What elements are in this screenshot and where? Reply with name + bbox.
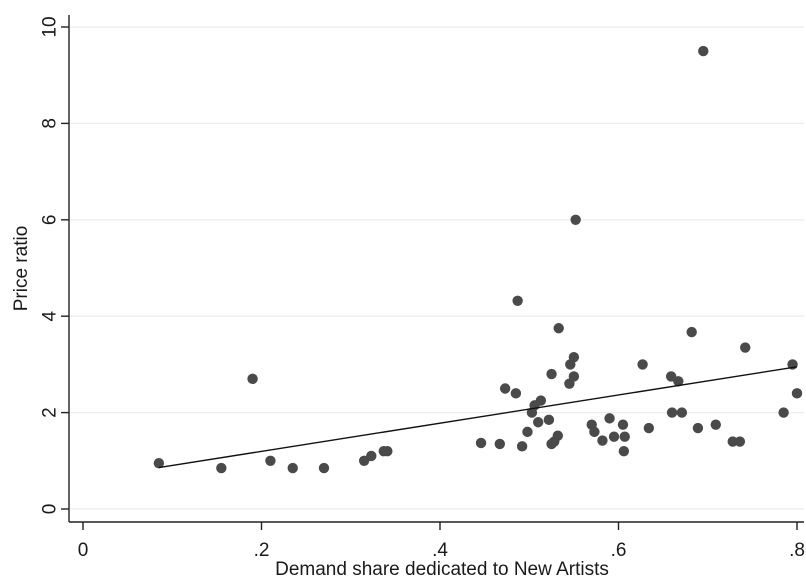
x-tick-label: .2 <box>254 540 270 561</box>
data-point <box>552 430 564 441</box>
data-point <box>778 407 789 418</box>
data-point <box>692 422 704 434</box>
data-point <box>475 437 487 449</box>
data-point <box>494 438 505 450</box>
data-point <box>568 371 580 382</box>
data-point <box>543 414 555 426</box>
data-point <box>546 368 557 380</box>
data-point <box>676 407 688 418</box>
data-point <box>597 435 608 446</box>
data-point <box>710 419 721 430</box>
x-tick-label: .6 <box>611 540 627 561</box>
data-point <box>499 383 511 394</box>
x-tick-label: .8 <box>789 540 805 561</box>
data-point <box>516 441 528 452</box>
gridlines <box>69 26 804 510</box>
data-point <box>673 376 684 387</box>
data-point <box>216 462 227 474</box>
data-point <box>791 388 803 399</box>
data-point <box>553 323 564 334</box>
x-tick-label: 0 <box>78 540 89 561</box>
data-point <box>686 326 697 338</box>
data-point <box>247 373 258 385</box>
y-tick-label: 10 <box>40 16 61 37</box>
y-tick-label: 6 <box>40 215 61 226</box>
data-point <box>570 214 581 225</box>
data-point <box>740 342 751 353</box>
data-point <box>698 45 709 57</box>
data-point <box>153 458 165 469</box>
data-point <box>734 436 746 447</box>
data-point <box>608 431 620 442</box>
data-points <box>153 45 803 474</box>
data-point <box>604 413 615 424</box>
axes: 0 2 4 6 8 10 0 .2 .4 .6 .8 <box>40 15 805 561</box>
data-point <box>589 426 600 438</box>
y-axis-label: Price ratio <box>11 226 32 312</box>
data-point <box>366 450 377 462</box>
data-point <box>287 462 298 474</box>
y-tick-label: 4 <box>40 310 61 321</box>
data-point <box>318 462 330 474</box>
y-tick-label: 0 <box>40 504 61 515</box>
fit-line-layer <box>158 366 798 469</box>
data-point <box>727 436 738 447</box>
x-tick-label: .4 <box>432 540 448 561</box>
data-point <box>637 359 648 370</box>
data-point <box>522 426 533 438</box>
x-axis-label: Demand share dedicated to New Artists <box>275 559 609 578</box>
data-point <box>666 407 678 418</box>
data-point <box>512 295 523 306</box>
y-tick-label: 8 <box>40 118 61 129</box>
data-point <box>619 431 630 442</box>
y-tick-label: 2 <box>40 407 61 418</box>
data-point <box>643 422 655 434</box>
fit-line <box>158 366 798 469</box>
data-point <box>265 455 276 466</box>
data-point <box>382 445 393 457</box>
data-point <box>532 417 544 428</box>
data-point <box>568 351 580 363</box>
data-point <box>535 395 547 406</box>
data-point <box>618 445 630 457</box>
data-point <box>617 419 629 430</box>
data-point <box>510 388 522 399</box>
